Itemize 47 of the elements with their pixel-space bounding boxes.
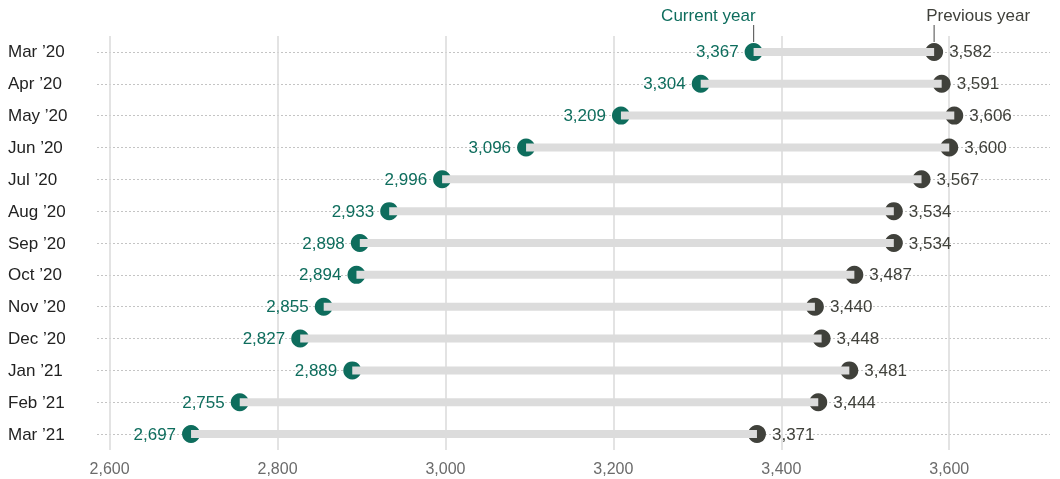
y-tick-label: Feb ’21 <box>8 392 65 412</box>
data-label: 3,440 <box>829 297 873 317</box>
data-label: 3,096 <box>468 137 512 157</box>
y-tick-label: Aug ’20 <box>8 201 66 221</box>
data-label: 3,534 <box>908 201 952 221</box>
data-label: 3,448 <box>836 329 880 349</box>
series-label: Previous year <box>926 5 1031 25</box>
data-label: 3,371 <box>771 424 815 444</box>
data-label: 3,591 <box>956 74 1000 94</box>
data-label: 2,996 <box>384 169 428 189</box>
series-label: Current year <box>661 5 756 25</box>
x-tick-label: 3,600 <box>929 459 970 477</box>
data-label: 2,827 <box>242 329 286 349</box>
data-label: 3,606 <box>969 106 1012 126</box>
y-tick-label: Jan ’21 <box>8 360 63 380</box>
x-tick-label: 3,000 <box>425 459 466 477</box>
x-tick-label: 2,600 <box>89 459 130 477</box>
y-tick-label: Nov ’20 <box>8 297 66 317</box>
data-label: 2,898 <box>302 233 345 253</box>
data-label: 3,304 <box>643 74 686 94</box>
x-tick-label: 3,400 <box>761 459 802 477</box>
data-label: 2,933 <box>331 201 375 221</box>
data-label: 3,487 <box>869 265 912 285</box>
data-label: 2,697 <box>133 424 177 444</box>
y-tick-label: Sep ’20 <box>8 233 66 253</box>
data-label: 2,894 <box>298 265 342 285</box>
data-label: 3,444 <box>833 392 876 412</box>
y-tick-label: May ’20 <box>8 106 68 126</box>
data-label: 3,534 <box>908 233 952 253</box>
data-label: 3,567 <box>936 169 980 189</box>
y-tick-label: Oct ’20 <box>8 265 62 285</box>
y-tick-label: Mar ’21 <box>8 424 65 444</box>
data-label: 2,755 <box>182 392 225 412</box>
y-tick-label: Mar ’20 <box>8 42 65 62</box>
data-label: 2,889 <box>294 360 338 380</box>
y-tick-label: Jul ’20 <box>8 169 58 189</box>
data-label: 2,855 <box>266 297 309 317</box>
y-tick-label: Apr ’20 <box>8 74 62 94</box>
data-label: 3,209 <box>563 106 606 126</box>
data-label: 3,582 <box>949 42 992 62</box>
x-tick-label: 2,800 <box>257 459 298 477</box>
y-tick-label: Jun ’20 <box>8 137 63 157</box>
data-label: 3,481 <box>864 360 907 380</box>
data-label: 3,600 <box>964 137 1007 157</box>
x-tick-label: 3,200 <box>593 459 634 477</box>
data-label: 3,367 <box>696 42 739 62</box>
y-tick-label: Dec ’20 <box>8 329 66 349</box>
